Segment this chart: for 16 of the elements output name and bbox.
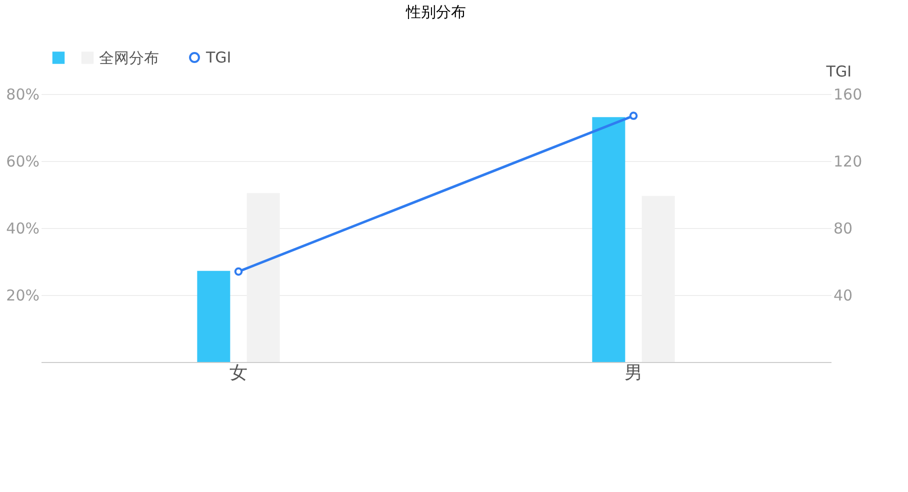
legend-label: 全网分布 bbox=[99, 48, 159, 67]
bar bbox=[592, 117, 626, 362]
y-tick-label: 40% bbox=[6, 220, 40, 238]
legend-label: TGI bbox=[205, 48, 232, 66]
chart-title: 性别分布 bbox=[405, 3, 466, 21]
y2-tick-label: 120 bbox=[834, 152, 862, 170]
y2-tick-label: 40 bbox=[834, 286, 853, 304]
x-tick-label: 女 bbox=[230, 362, 248, 384]
y-tick-label: 20% bbox=[6, 286, 40, 304]
y-tick-label: 60% bbox=[6, 152, 40, 170]
y2-tick-label: 160 bbox=[834, 86, 862, 104]
x-tick-label: 男 bbox=[624, 362, 642, 384]
y2-tick-label: 80 bbox=[834, 220, 853, 238]
bar bbox=[197, 270, 230, 362]
y2-axis-title: TGI bbox=[825, 62, 852, 80]
y-tick-label: 80% bbox=[6, 86, 40, 104]
